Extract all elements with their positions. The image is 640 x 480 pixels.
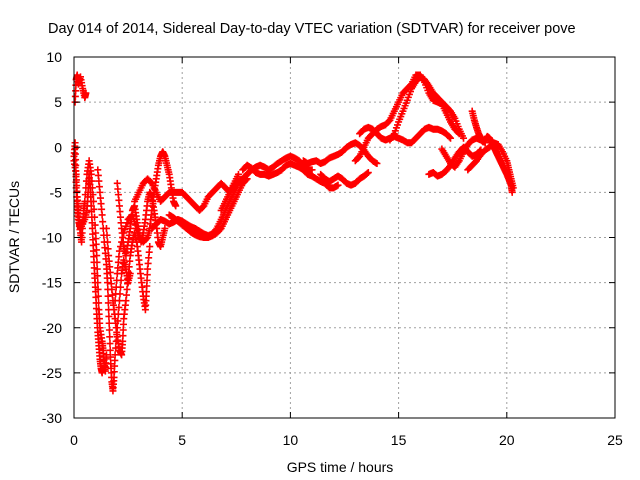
data-point bbox=[120, 229, 128, 237]
data-point bbox=[115, 303, 123, 311]
data-point bbox=[508, 188, 516, 196]
x-tick-label: 5 bbox=[178, 432, 186, 448]
y-tick-label: -30 bbox=[42, 410, 62, 426]
data-point bbox=[105, 312, 113, 320]
data-point bbox=[364, 169, 372, 177]
data-point bbox=[373, 159, 381, 167]
y-tick-label: 10 bbox=[46, 49, 62, 65]
x-axis-label: GPS time / hours bbox=[287, 459, 394, 475]
data-point bbox=[112, 283, 120, 291]
series-9 bbox=[165, 175, 251, 241]
x-tick-label: 10 bbox=[283, 432, 299, 448]
data-point bbox=[445, 133, 453, 141]
data-point bbox=[107, 353, 115, 361]
series-2 bbox=[70, 157, 106, 377]
data-point bbox=[363, 169, 371, 177]
y-tick-label: -20 bbox=[42, 320, 62, 336]
data-point bbox=[128, 211, 136, 219]
data-point bbox=[106, 333, 114, 341]
x-axis-ticks: 0 5 10 15 20 25 bbox=[70, 57, 623, 448]
data-point bbox=[113, 276, 121, 284]
x-tick-label: 15 bbox=[391, 432, 407, 448]
data-points bbox=[70, 71, 517, 395]
data-point bbox=[234, 170, 242, 178]
data-point bbox=[104, 292, 112, 300]
data-point bbox=[122, 222, 130, 230]
y-tick-label: -25 bbox=[42, 365, 62, 381]
data-point bbox=[111, 351, 119, 359]
x-tick-label: 20 bbox=[499, 432, 515, 448]
data-point bbox=[106, 346, 114, 354]
y-axis-label: SDTVAR / TECUs bbox=[6, 181, 22, 293]
series-4 bbox=[102, 224, 154, 359]
series-16 bbox=[386, 73, 468, 144]
data-point bbox=[308, 166, 316, 174]
data-point bbox=[104, 299, 112, 307]
data-point bbox=[111, 297, 119, 305]
data-point bbox=[82, 89, 90, 97]
data-point bbox=[509, 184, 517, 192]
y-tick-label: -15 bbox=[42, 275, 62, 291]
data-point bbox=[102, 224, 110, 232]
data-point bbox=[131, 218, 139, 226]
data-point bbox=[132, 221, 140, 229]
series-7 bbox=[131, 170, 242, 214]
data-point bbox=[104, 238, 112, 246]
chart-title: Day 014 of 2014, Sidereal Day-to-day VTE… bbox=[48, 21, 576, 37]
y-axis-ticks: 10 5 0 -5 -10 -15 -20 -25 -30 bbox=[42, 49, 615, 426]
y-tick-label: -5 bbox=[50, 184, 63, 200]
series-11 bbox=[239, 159, 342, 192]
y-tick-label: 0 bbox=[54, 139, 62, 155]
data-point bbox=[118, 238, 126, 246]
data-point bbox=[103, 231, 111, 239]
x-tick-label: 25 bbox=[607, 432, 623, 448]
data-point bbox=[334, 181, 342, 189]
data-point bbox=[146, 243, 154, 251]
data-point bbox=[106, 340, 114, 348]
x-tick-label: 0 bbox=[70, 432, 78, 448]
data-point bbox=[112, 290, 120, 298]
data-point bbox=[117, 243, 125, 251]
y-tick-label: -10 bbox=[42, 230, 62, 246]
data-point bbox=[112, 344, 120, 352]
series-19 bbox=[468, 107, 516, 196]
data-point bbox=[104, 279, 112, 287]
data-point bbox=[98, 211, 106, 219]
series-10 bbox=[217, 152, 316, 214]
data-point bbox=[123, 219, 131, 227]
data-point bbox=[121, 226, 129, 234]
data-point bbox=[102, 351, 110, 359]
data-point bbox=[172, 202, 180, 210]
data-point bbox=[130, 214, 138, 222]
data-point bbox=[99, 218, 107, 226]
data-point bbox=[161, 224, 169, 232]
data-point bbox=[104, 245, 112, 253]
data-point bbox=[119, 234, 127, 241]
data-point bbox=[460, 134, 468, 142]
data-point bbox=[98, 369, 106, 377]
data-point bbox=[105, 326, 113, 334]
data-point bbox=[115, 247, 123, 255]
series-20 bbox=[464, 139, 517, 192]
y-tick-label: 5 bbox=[54, 94, 62, 110]
data-point bbox=[105, 319, 113, 327]
series-13 bbox=[317, 169, 372, 189]
data-point bbox=[447, 134, 455, 142]
